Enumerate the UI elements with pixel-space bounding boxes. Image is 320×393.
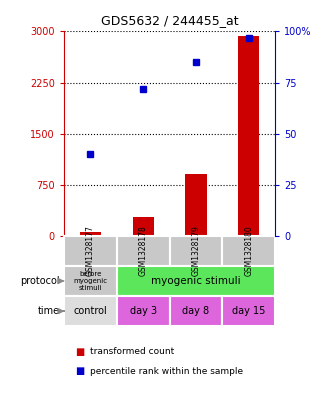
Text: time: time [38,306,60,316]
Text: GDS5632 / 244455_at: GDS5632 / 244455_at [101,14,238,27]
Text: ■: ■ [76,366,84,376]
Text: protocol: protocol [20,276,60,286]
Bar [117,266,275,296]
Bar [186,174,207,236]
Text: day 8: day 8 [182,306,210,316]
Bar [117,296,170,326]
Bar [222,296,275,326]
Text: before
myogenic
stimuli: before myogenic stimuli [73,271,108,291]
Text: GSM1328179: GSM1328179 [191,226,201,276]
Bar [170,296,222,326]
Bar [117,236,170,266]
Text: ■: ■ [76,347,84,357]
Text: GSM1328178: GSM1328178 [139,226,148,276]
Text: day 3: day 3 [130,306,157,316]
Bar [64,296,117,326]
Text: GSM1328177: GSM1328177 [86,226,95,276]
Text: percentile rank within the sample: percentile rank within the sample [90,367,243,376]
Text: myogenic stimuli: myogenic stimuli [151,276,241,286]
Text: transformed count: transformed count [90,347,174,356]
Bar [64,266,117,296]
Bar [133,217,154,236]
Bar [64,236,117,266]
Text: GSM1328180: GSM1328180 [244,226,253,276]
Bar [80,232,101,236]
Text: day 15: day 15 [232,306,266,316]
Bar [222,236,275,266]
Bar [238,35,260,236]
Text: control: control [74,306,107,316]
Bar [170,236,222,266]
